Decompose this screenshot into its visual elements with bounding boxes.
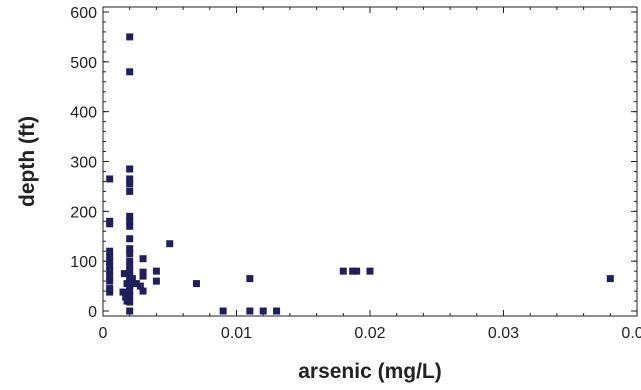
data-point	[106, 267, 114, 275]
data-point	[152, 277, 160, 285]
data-point	[120, 270, 128, 278]
y-axis-title: depth (ft)	[16, 116, 39, 207]
y-tick-label: 500	[70, 55, 97, 72]
data-point	[166, 240, 174, 248]
data-point	[126, 175, 134, 183]
data-point	[192, 280, 200, 288]
data-point	[126, 257, 134, 265]
data-point	[606, 275, 614, 283]
data-point	[126, 245, 134, 253]
data-point	[106, 272, 114, 280]
data-point	[126, 298, 134, 306]
y-tick-label: 600	[70, 5, 97, 22]
data-point	[353, 267, 361, 275]
x-axis-title: arsenic (mg/L)	[298, 360, 442, 383]
data-point	[132, 280, 140, 288]
data-point	[246, 275, 254, 283]
data-point	[246, 307, 254, 315]
data-point	[126, 33, 134, 41]
data-point	[122, 293, 130, 301]
data-point	[259, 307, 267, 315]
data-point	[139, 268, 147, 276]
data-point	[126, 250, 134, 258]
x-tick-label: 0	[99, 325, 108, 342]
data-point	[106, 262, 114, 270]
data-point	[106, 247, 114, 255]
data-point	[126, 292, 134, 300]
data-point	[349, 267, 357, 275]
y-tick-label: 0	[88, 304, 97, 321]
axis-labels: arsenic (mg/L) depth (ft)	[16, 116, 442, 383]
data-point	[273, 307, 281, 315]
data-point	[106, 252, 114, 260]
data-point	[126, 68, 134, 76]
data-point	[126, 287, 134, 295]
data-point	[126, 267, 134, 275]
data-point	[136, 282, 144, 290]
data-point	[139, 255, 147, 263]
data-point	[126, 165, 134, 173]
data-point	[126, 282, 134, 290]
y-tick-label: 100	[70, 254, 97, 271]
data-point	[139, 287, 147, 295]
data-point	[119, 288, 127, 296]
y-tick-label: 400	[70, 105, 97, 122]
data-point	[152, 267, 160, 275]
data-point	[126, 307, 134, 315]
data-point	[126, 262, 134, 270]
data-point	[126, 217, 134, 225]
x-tick-label: 0.04	[621, 325, 641, 342]
data-point	[126, 212, 134, 220]
data-point	[126, 187, 134, 195]
data-point	[106, 288, 114, 296]
data-point	[219, 307, 227, 315]
data-point	[366, 267, 374, 275]
data-point	[106, 257, 114, 265]
data-points	[106, 33, 614, 315]
data-point	[106, 220, 114, 228]
data-point	[339, 267, 347, 275]
data-point	[126, 180, 134, 188]
x-tick-label: 0.03	[488, 325, 519, 342]
x-tick-label: 0.02	[354, 325, 385, 342]
y-tick-label: 200	[70, 204, 97, 221]
axes: 0 0.01 0.02 0.03 0.04 0 100 200 300 400 500 600	[70, 5, 641, 342]
y-tick-label: 300	[70, 155, 97, 172]
data-point	[106, 277, 114, 285]
x-tick-label: 0.01	[221, 325, 252, 342]
data-point	[126, 235, 134, 243]
data-point	[126, 222, 134, 230]
data-point	[128, 275, 136, 283]
data-point	[139, 272, 147, 280]
data-point	[106, 175, 114, 183]
